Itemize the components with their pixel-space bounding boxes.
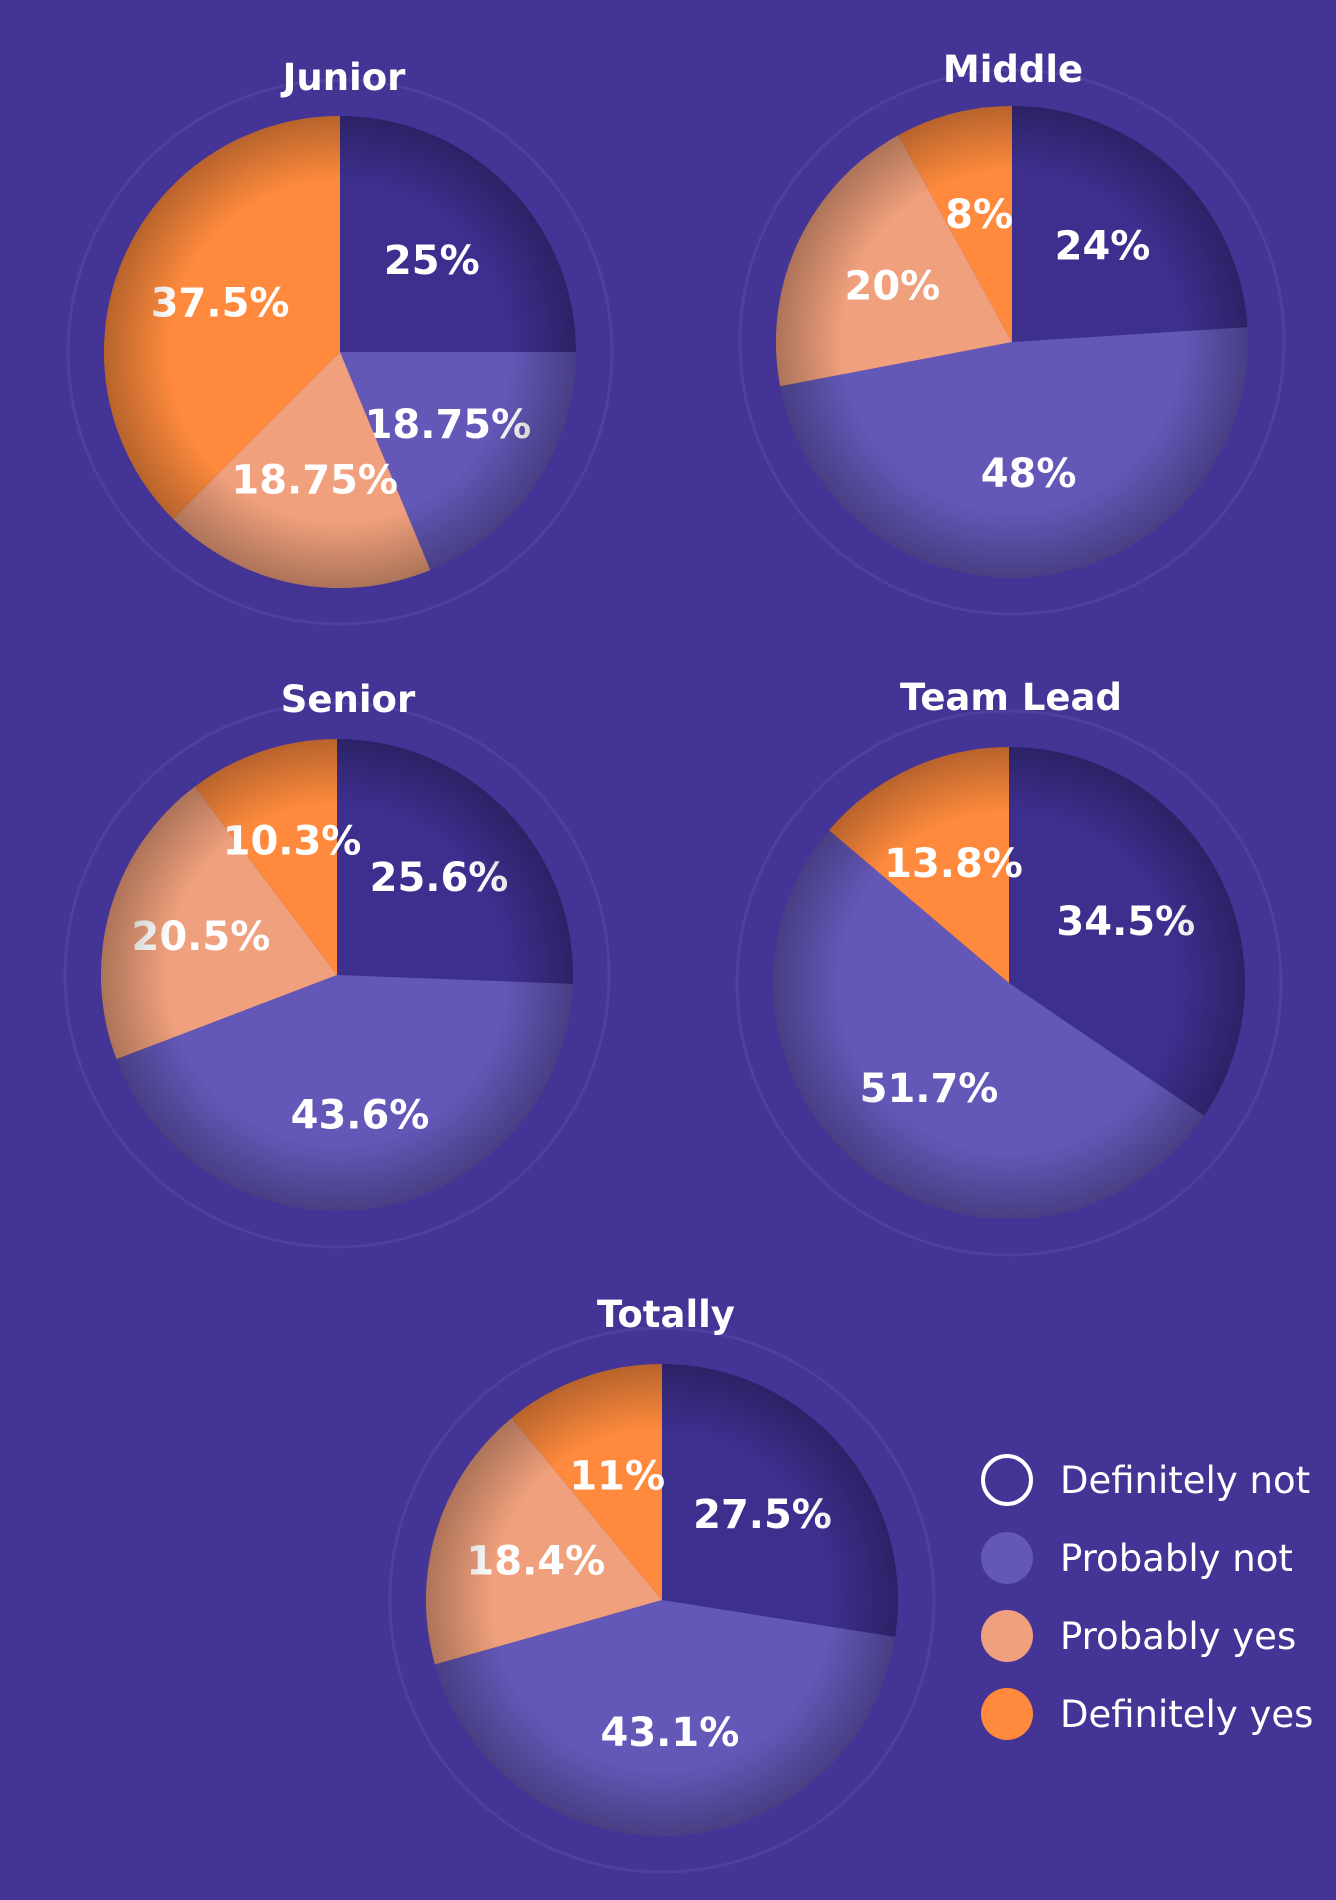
- pie-outer-ring: [63, 701, 611, 1249]
- legend-item-probably-not: Probably not: [981, 1532, 1293, 1584]
- pie-shading: [101, 739, 573, 1211]
- legend-label: Definitely yes: [1060, 1693, 1313, 1736]
- legend-label: Probably not: [1060, 1537, 1293, 1580]
- legend: Definitely not Probably not Probably yes De…: [981, 1454, 1313, 1740]
- pie-chart-junior: Junior25%18.75%18.75%37.5%: [66, 56, 614, 626]
- chart-title: Junior: [280, 56, 407, 99]
- legend-label: Definitely not: [1060, 1459, 1310, 1502]
- chart-title: Middle: [943, 48, 1083, 91]
- pie-outer-ring: [388, 1326, 936, 1874]
- chart-title: Team Lead: [900, 676, 1122, 719]
- legend-item-definitely-yes: Definitely yes: [981, 1688, 1313, 1740]
- ring-icon: [981, 1454, 1033, 1506]
- legend-item-definitely-not: Definitely not: [981, 1454, 1310, 1506]
- pie-shading: [776, 106, 1248, 578]
- pie-chart-middle: Middle24%48%20%8%: [738, 48, 1286, 616]
- legend-label: Probably yes: [1060, 1615, 1296, 1658]
- pie-shading: [773, 747, 1245, 1219]
- dot-icon: [981, 1688, 1033, 1740]
- pie-outer-ring: [735, 709, 1283, 1257]
- chart-title: Totally: [597, 1293, 735, 1336]
- chart-title: Senior: [281, 678, 416, 721]
- dot-icon: [981, 1610, 1033, 1662]
- pie-outer-ring: [66, 78, 614, 626]
- pie-outer-ring: [738, 68, 1286, 616]
- pie-shading: [426, 1364, 898, 1836]
- pie-chart-team-lead: Team Lead34.5%51.7%13.8%: [735, 676, 1283, 1257]
- dot-icon: [981, 1532, 1033, 1584]
- pie-shading: [104, 116, 576, 588]
- legend-item-probably-yes: Probably yes: [981, 1610, 1296, 1662]
- pie-chart-totally: Totally27.5%43.1%18.4%11%: [388, 1293, 936, 1874]
- pie-chart-senior: Senior25.6%43.6%20.5%10.3%: [63, 678, 611, 1249]
